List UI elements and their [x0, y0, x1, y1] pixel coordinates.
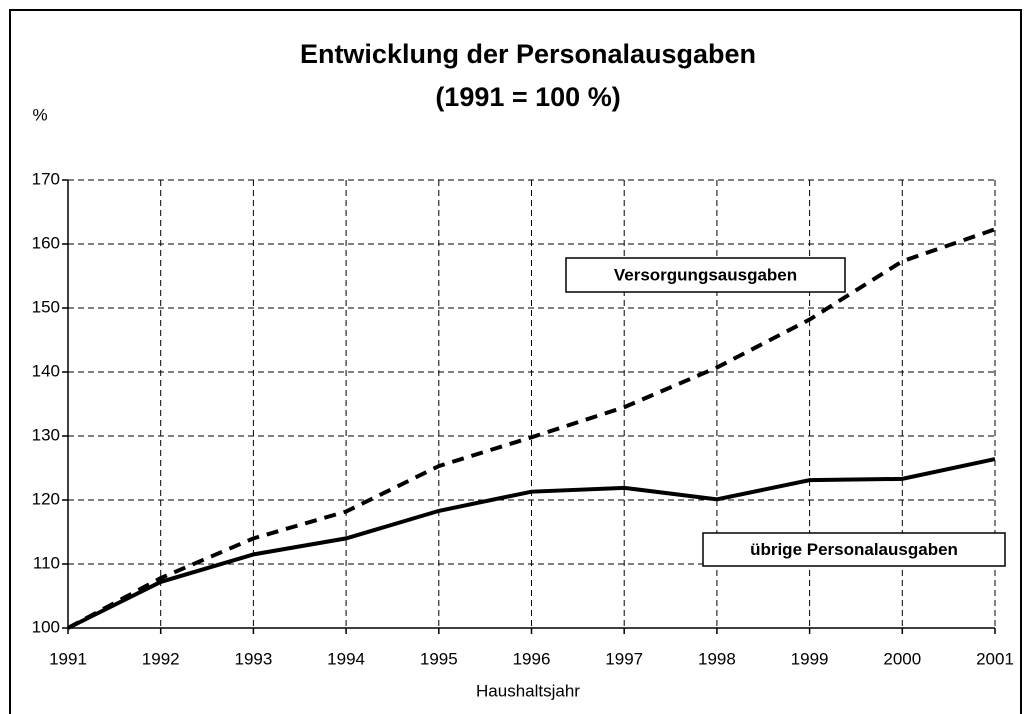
x-tick-label: 1992	[142, 649, 180, 668]
chart-frame	[9, 9, 1022, 714]
x-tick-label: 1993	[234, 649, 272, 668]
y-tick-label: 160	[32, 233, 60, 252]
x-tick-label: 1996	[513, 649, 551, 668]
chart-title: Entwicklung der Personalausgaben	[300, 39, 756, 69]
x-tick-label: 1998	[698, 649, 736, 668]
chart-subtitle: (1991 = 100 %)	[435, 82, 620, 112]
series-line	[67, 457, 996, 630]
y-tick-label: 170	[32, 169, 60, 188]
x-tick-label: 1991	[49, 649, 87, 668]
x-tick-label: 2001	[976, 649, 1014, 668]
y-tick-label: 110	[33, 553, 60, 572]
legend-box	[565, 257, 846, 293]
legend-box	[702, 532, 1006, 567]
series-line	[67, 227, 996, 630]
x-tick-label: 1997	[605, 649, 643, 668]
legend-label: übrige Personalausgaben	[750, 540, 958, 559]
y-tick-label: 150	[32, 297, 60, 316]
x-axis-label: Haushaltsjahr	[476, 681, 580, 700]
y-tick-label: 120	[32, 489, 60, 508]
x-tick-label: 1994	[327, 649, 365, 668]
y-tick-label: 140	[32, 361, 60, 380]
y-tick-label: 130	[32, 425, 60, 444]
y-tick-label: 100	[32, 617, 60, 636]
x-tick-label: 1999	[791, 649, 829, 668]
x-tick-label: 2000	[883, 649, 921, 668]
x-tick-label: 1995	[420, 649, 458, 668]
y-axis-label: %	[32, 105, 47, 124]
legend-label: Versorgungsausgaben	[614, 265, 797, 284]
